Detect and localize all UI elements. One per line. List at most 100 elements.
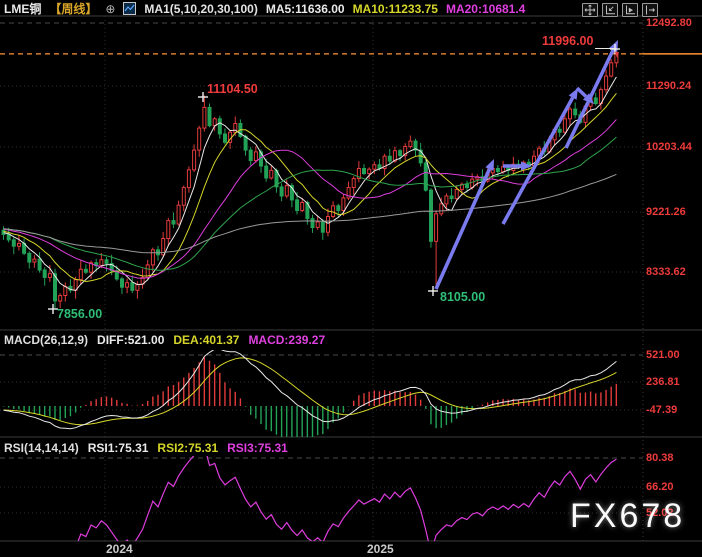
candle-body <box>37 258 42 271</box>
candle-body <box>331 205 336 218</box>
candle-body <box>197 127 202 151</box>
candle-body <box>413 140 418 151</box>
rsi3-value: RSI3:75.31 <box>227 441 288 455</box>
candle-body <box>27 252 32 263</box>
candle-body <box>408 140 413 148</box>
candle-body <box>305 202 310 219</box>
candle-body <box>166 220 171 240</box>
ma-settings-label: MA1(5,10,20,30,100) <box>144 1 258 16</box>
candle-body <box>269 169 274 179</box>
candle-body <box>207 106 212 127</box>
main-axis-label: 10203.44 <box>646 141 692 153</box>
candle-body <box>356 168 361 180</box>
candle-body <box>243 135 248 151</box>
annotation-2024-high: 11104.50 <box>207 82 258 96</box>
candle-body <box>17 242 21 247</box>
rsi-axis-label: 52.02 <box>646 507 674 519</box>
symbol-name: LME铜 <box>4 2 42 16</box>
chart-type-icon[interactable] <box>123 2 137 15</box>
axis-zoom-in-icon[interactable] <box>602 3 618 17</box>
macd-plot <box>2 350 618 437</box>
candle-body <box>367 168 372 175</box>
candle-body <box>423 162 428 191</box>
candle-body <box>351 178 356 189</box>
candle-body <box>212 118 217 127</box>
candle-body <box>387 155 392 162</box>
macd-dea-line <box>3 357 617 426</box>
macd-diff-value: DIFF:521.00 <box>97 333 165 347</box>
trend-arrow <box>575 86 588 98</box>
candle-body <box>42 269 47 278</box>
candle-body <box>310 218 315 229</box>
candle-body <box>125 282 130 288</box>
candle-body <box>89 262 94 273</box>
overlay-annotations <box>0 40 702 314</box>
rsi-axis-label: 80.38 <box>646 452 674 464</box>
candle-body <box>53 273 57 302</box>
trend-arrow <box>434 168 492 290</box>
rsi-axis-label: 66.20 <box>646 481 674 493</box>
candle-body <box>295 199 300 211</box>
candle-body <box>315 221 320 228</box>
candle-body <box>439 203 444 215</box>
candle-body <box>181 187 186 206</box>
trend-arrow <box>501 96 575 225</box>
candle-body <box>573 108 578 116</box>
ma5-value: MA5:11636.00 <box>265 1 345 16</box>
candle-body <box>264 165 269 179</box>
x-axis-year-2024: 2024 <box>106 542 133 556</box>
last-price-tick <box>615 52 619 58</box>
trend-arrow-head <box>485 159 494 171</box>
candle-body <box>279 186 284 197</box>
ma20-value: MA20:10681.4 <box>445 1 526 16</box>
candle-body <box>593 97 598 105</box>
candle-body <box>47 273 52 278</box>
candle-body <box>562 118 567 133</box>
trend-arrow-head <box>609 40 618 52</box>
candle-body <box>289 185 294 201</box>
candle-body <box>495 168 500 173</box>
candle-body <box>161 238 166 256</box>
candle-body <box>58 295 63 302</box>
candle-body <box>32 258 37 263</box>
ma-line-5 <box>3 76 617 292</box>
candle-body <box>223 133 227 143</box>
candle-body <box>604 75 609 91</box>
candle-body <box>104 259 109 264</box>
macd-axis-label: -47.39 <box>646 404 678 416</box>
candle-body <box>454 189 459 200</box>
annotation-2023-low: 7856.00 <box>57 307 103 321</box>
candle-body <box>320 221 325 233</box>
trend-arrow <box>564 49 615 149</box>
candle-body <box>609 62 614 77</box>
candle-body <box>362 168 366 174</box>
exit-chart-icon[interactable] <box>642 3 658 17</box>
main-axis-label: 11290.24 <box>646 80 692 92</box>
rsi2-value: RSI2:75.31 <box>157 441 219 455</box>
candle-body <box>429 189 433 242</box>
gridlines <box>0 15 702 542</box>
candle-body <box>372 164 377 170</box>
ma10-value: MA10:11233.75 <box>352 1 438 16</box>
annotation-latest-high: 11996.00 <box>542 34 594 48</box>
candle-body <box>6 233 11 241</box>
expand-icon[interactable]: ⊕ <box>105 1 116 16</box>
candle-body <box>346 187 351 199</box>
candle-body <box>135 283 140 291</box>
rsi-line <box>77 456 617 541</box>
candle-body <box>233 123 238 133</box>
candle-body <box>336 205 341 212</box>
pan-icon[interactable] <box>582 3 598 17</box>
macd-diff-line <box>3 350 617 430</box>
candle-body <box>109 263 114 272</box>
macd-dea-value: DEA:401.37 <box>173 333 240 347</box>
axis-zoom-out-icon[interactable] <box>622 3 638 17</box>
candle-body <box>341 197 346 211</box>
trend-arrow-head <box>521 161 532 171</box>
ma-line-30 <box>3 136 617 271</box>
candle-body <box>253 151 258 161</box>
candle-body <box>434 213 439 242</box>
candle-body <box>1 229 6 235</box>
main-chart-header: LME铜 【周线】 ⊕ MA1(5,10,20,30,100) MA5:1163… <box>4 1 526 17</box>
candle-body <box>465 183 469 189</box>
